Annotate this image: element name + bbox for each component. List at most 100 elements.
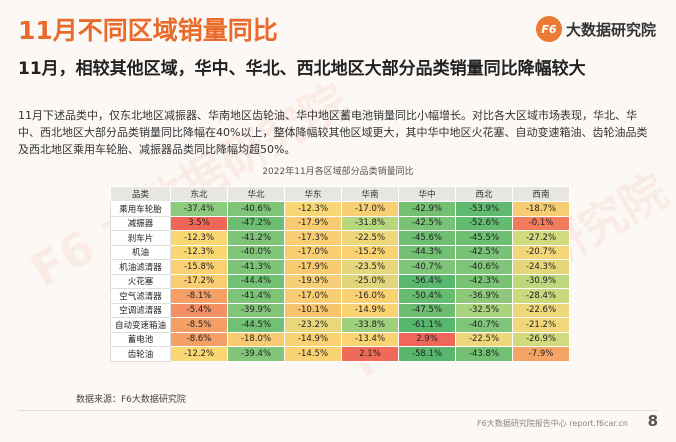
- value-cell: -45.6%: [398, 230, 456, 246]
- value-cell: -8.5%: [170, 317, 228, 333]
- value-cell: -20.7%: [512, 244, 570, 260]
- value-cell: -26.9%: [512, 331, 570, 347]
- page-number: 8: [647, 412, 658, 430]
- value-cell: -18.7%: [512, 201, 570, 217]
- value-cell: -44.5%: [227, 317, 285, 333]
- value-cell: -40.0%: [227, 244, 285, 260]
- value-cell: -41.3%: [227, 259, 285, 275]
- value-cell: -39.4%: [227, 346, 285, 362]
- value-cell: -12.3%: [170, 230, 228, 246]
- value-cell: -23.2%: [284, 317, 342, 333]
- value-cell: -17.0%: [284, 288, 342, 304]
- table-caption: 2022年11月各区域部分品类销量同比: [262, 167, 414, 177]
- f6-logo-icon: F6: [535, 16, 562, 42]
- value-cell: 2.9%: [398, 331, 456, 347]
- value-cell: -17.2%: [170, 273, 228, 289]
- value-cell: -17.9%: [284, 215, 342, 231]
- header-cell: 东北: [170, 186, 228, 202]
- value-cell: -44.4%: [227, 273, 285, 289]
- table-row: 自动变速箱油 -8.5% -44.5% -23.2% -33.8% -61.1% -40.7…: [110, 317, 570, 333]
- header-cell: 西南: [512, 186, 570, 202]
- value-cell: -42.3%: [455, 273, 513, 289]
- value-cell: -24.3%: [512, 259, 570, 275]
- page-title: 11月不同区域销量同比: [18, 16, 278, 45]
- value-cell: -23.5%: [341, 259, 399, 275]
- value-cell: -42.5%: [398, 215, 456, 231]
- value-cell: -42.9%: [398, 201, 456, 217]
- category-cell: 机油: [110, 244, 171, 260]
- value-cell: -22.5%: [455, 331, 513, 347]
- header-cell: 华东: [284, 186, 342, 202]
- value-cell: -25.0%: [341, 273, 399, 289]
- value-cell: -39.9%: [227, 302, 285, 318]
- table-row: 空气滤清器 -8.1% -41.4% -17.0% -16.0% -50.4% -36.9%…: [110, 288, 570, 304]
- footer-text: F6大数据研究院报告中心 report.f6car.cn: [477, 419, 628, 428]
- value-cell: -0.1%: [512, 215, 570, 231]
- value-cell: -22.5%: [341, 230, 399, 246]
- value-cell: -17.3%: [284, 230, 342, 246]
- value-cell: 3.5%: [170, 215, 228, 231]
- value-cell: -12.3%: [284, 201, 342, 217]
- value-cell: -36.9%: [455, 288, 513, 304]
- value-cell: -56.4%: [398, 273, 456, 289]
- value-cell: -22.6%: [512, 302, 570, 318]
- table-row: 刹车片 -12.3% -41.2% -17.3% -22.5% -45.6% -45.5% -…: [110, 230, 570, 246]
- value-cell: 2.1%: [341, 346, 399, 362]
- value-cell: -14.5%: [284, 346, 342, 362]
- header-cell: 西北: [455, 186, 513, 202]
- value-cell: -27.2%: [512, 230, 570, 246]
- value-cell: -16.0%: [341, 288, 399, 304]
- value-cell: -40.7%: [398, 259, 456, 275]
- data-source: 数据来源：F6大数据研究院: [76, 395, 186, 405]
- category-cell: 自动变速箱油: [110, 317, 171, 333]
- header-cell: 华南: [341, 186, 399, 202]
- value-cell: -47.2%: [227, 215, 285, 231]
- category-cell: 减振器: [110, 215, 171, 231]
- value-cell: -45.5%: [455, 230, 513, 246]
- table-row: 空调滤清器 -5.4% -39.9% -10.1% -14.9% -47.5% -32.5%…: [110, 302, 570, 318]
- value-cell: -30.9%: [512, 273, 570, 289]
- category-cell: 火花塞: [110, 273, 171, 289]
- value-cell: -58.1%: [398, 346, 456, 362]
- value-cell: -8.1%: [170, 288, 228, 304]
- value-cell: -43.8%: [455, 346, 513, 362]
- value-cell: -5.4%: [170, 302, 228, 318]
- value-cell: -14.9%: [284, 331, 342, 347]
- table-row: 齿轮油 -12.2% -39.4% -14.5% 2.1% -58.1% -43.8% -7.…: [110, 346, 570, 362]
- category-cell: 刹车片: [110, 230, 171, 246]
- value-cell: -12.3%: [170, 244, 228, 260]
- value-cell: -47.5%: [398, 302, 456, 318]
- value-cell: -17.9%: [284, 259, 342, 275]
- value-cell: -41.4%: [227, 288, 285, 304]
- table-row: 机油滤清器 -15.8% -41.3% -17.9% -23.5% -40.7% -40.6…: [110, 259, 570, 275]
- footer-divider: [18, 410, 658, 411]
- table-row: 火花塞 -17.2% -44.4% -19.9% -25.0% -56.4% -42.3% -…: [110, 273, 570, 289]
- value-cell: -40.6%: [227, 201, 285, 217]
- value-cell: -42.5%: [455, 244, 513, 260]
- category-cell: 空调滤清器: [110, 302, 171, 318]
- summary-paragraph: 11月下述品类中，仅东北地区减振器、华南地区齿轮油、华中地区蓄电池销量同比小幅增…: [18, 109, 648, 156]
- value-cell: -15.8%: [170, 259, 228, 275]
- table-row: 蓄电池 -8.6% -18.0% -14.9% -13.4% 2.9% -22.5% -26.…: [110, 331, 570, 347]
- value-cell: -40.7%: [455, 317, 513, 333]
- value-cell: -7.9%: [512, 346, 570, 362]
- value-cell: -40.6%: [455, 259, 513, 275]
- header-cell: 华中: [398, 186, 456, 202]
- brand-name: 大数据研究院: [565, 20, 656, 39]
- value-cell: -17.0%: [341, 201, 399, 217]
- value-cell: -17.0%: [284, 244, 342, 260]
- value-cell: -8.6%: [170, 331, 228, 347]
- section-subtitle: 11月，相较其他区域，华中、华北、西北地区大部分品类销量同比降幅较大: [18, 59, 586, 79]
- value-cell: -32.5%: [455, 302, 513, 318]
- value-cell: -10.1%: [284, 302, 342, 318]
- value-cell: -14.9%: [341, 302, 399, 318]
- value-cell: -53.9%: [455, 201, 513, 217]
- table-header-row: 品类 东北 华北 华东 华南 华中 西北 西南: [110, 186, 570, 202]
- value-cell: -33.8%: [341, 317, 399, 333]
- value-cell: -50.4%: [398, 288, 456, 304]
- value-cell: -15.2%: [341, 244, 399, 260]
- header-cell: 华北: [227, 186, 285, 202]
- sales-yoy-table: 品类 东北 华北 华东 华南 华中 西北 西南 乘用车轮胎 -37.4% -40.6…: [110, 186, 570, 362]
- value-cell: -31.8%: [341, 215, 399, 231]
- value-cell: -21.2%: [512, 317, 570, 333]
